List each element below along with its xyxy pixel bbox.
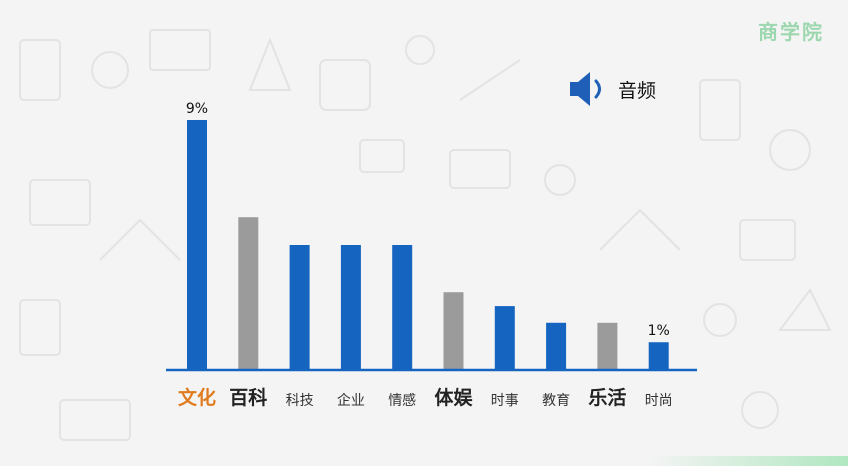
category-label-4: 情感 (388, 392, 416, 409)
bar-3 (340, 245, 361, 370)
category-label-6: 时事 (491, 393, 519, 409)
bar-4 (392, 245, 413, 370)
bar-8 (597, 322, 618, 370)
category-label-8: 乐活 (588, 386, 626, 409)
category-label-5: 体娱 (434, 386, 473, 409)
audio-button[interactable]: 音频 (566, 66, 656, 112)
bar-7 (546, 322, 567, 370)
category-label-7: 教育 (542, 393, 570, 409)
value-label-0: 9% (186, 101, 208, 117)
category-label-3: 企业 (337, 392, 365, 409)
category-label-2: 科技 (286, 393, 314, 409)
brand-logo-text: 商学院 (758, 20, 824, 44)
category-label-0: 文化 (178, 386, 216, 409)
category-label-9: 时尚 (645, 393, 673, 409)
bar-2 (289, 245, 310, 370)
bar-5 (443, 292, 464, 370)
bar-9 (648, 342, 669, 370)
bar-1 (238, 217, 259, 370)
speaker-icon (570, 72, 601, 106)
value-label-9: 1% (648, 323, 670, 339)
bar-0 (187, 120, 207, 370)
bottom-glow-decoration (648, 456, 848, 466)
category-label-1: 百科 (229, 386, 267, 409)
bar-6 (494, 306, 515, 370)
audio-label: 音频 (618, 79, 657, 102)
